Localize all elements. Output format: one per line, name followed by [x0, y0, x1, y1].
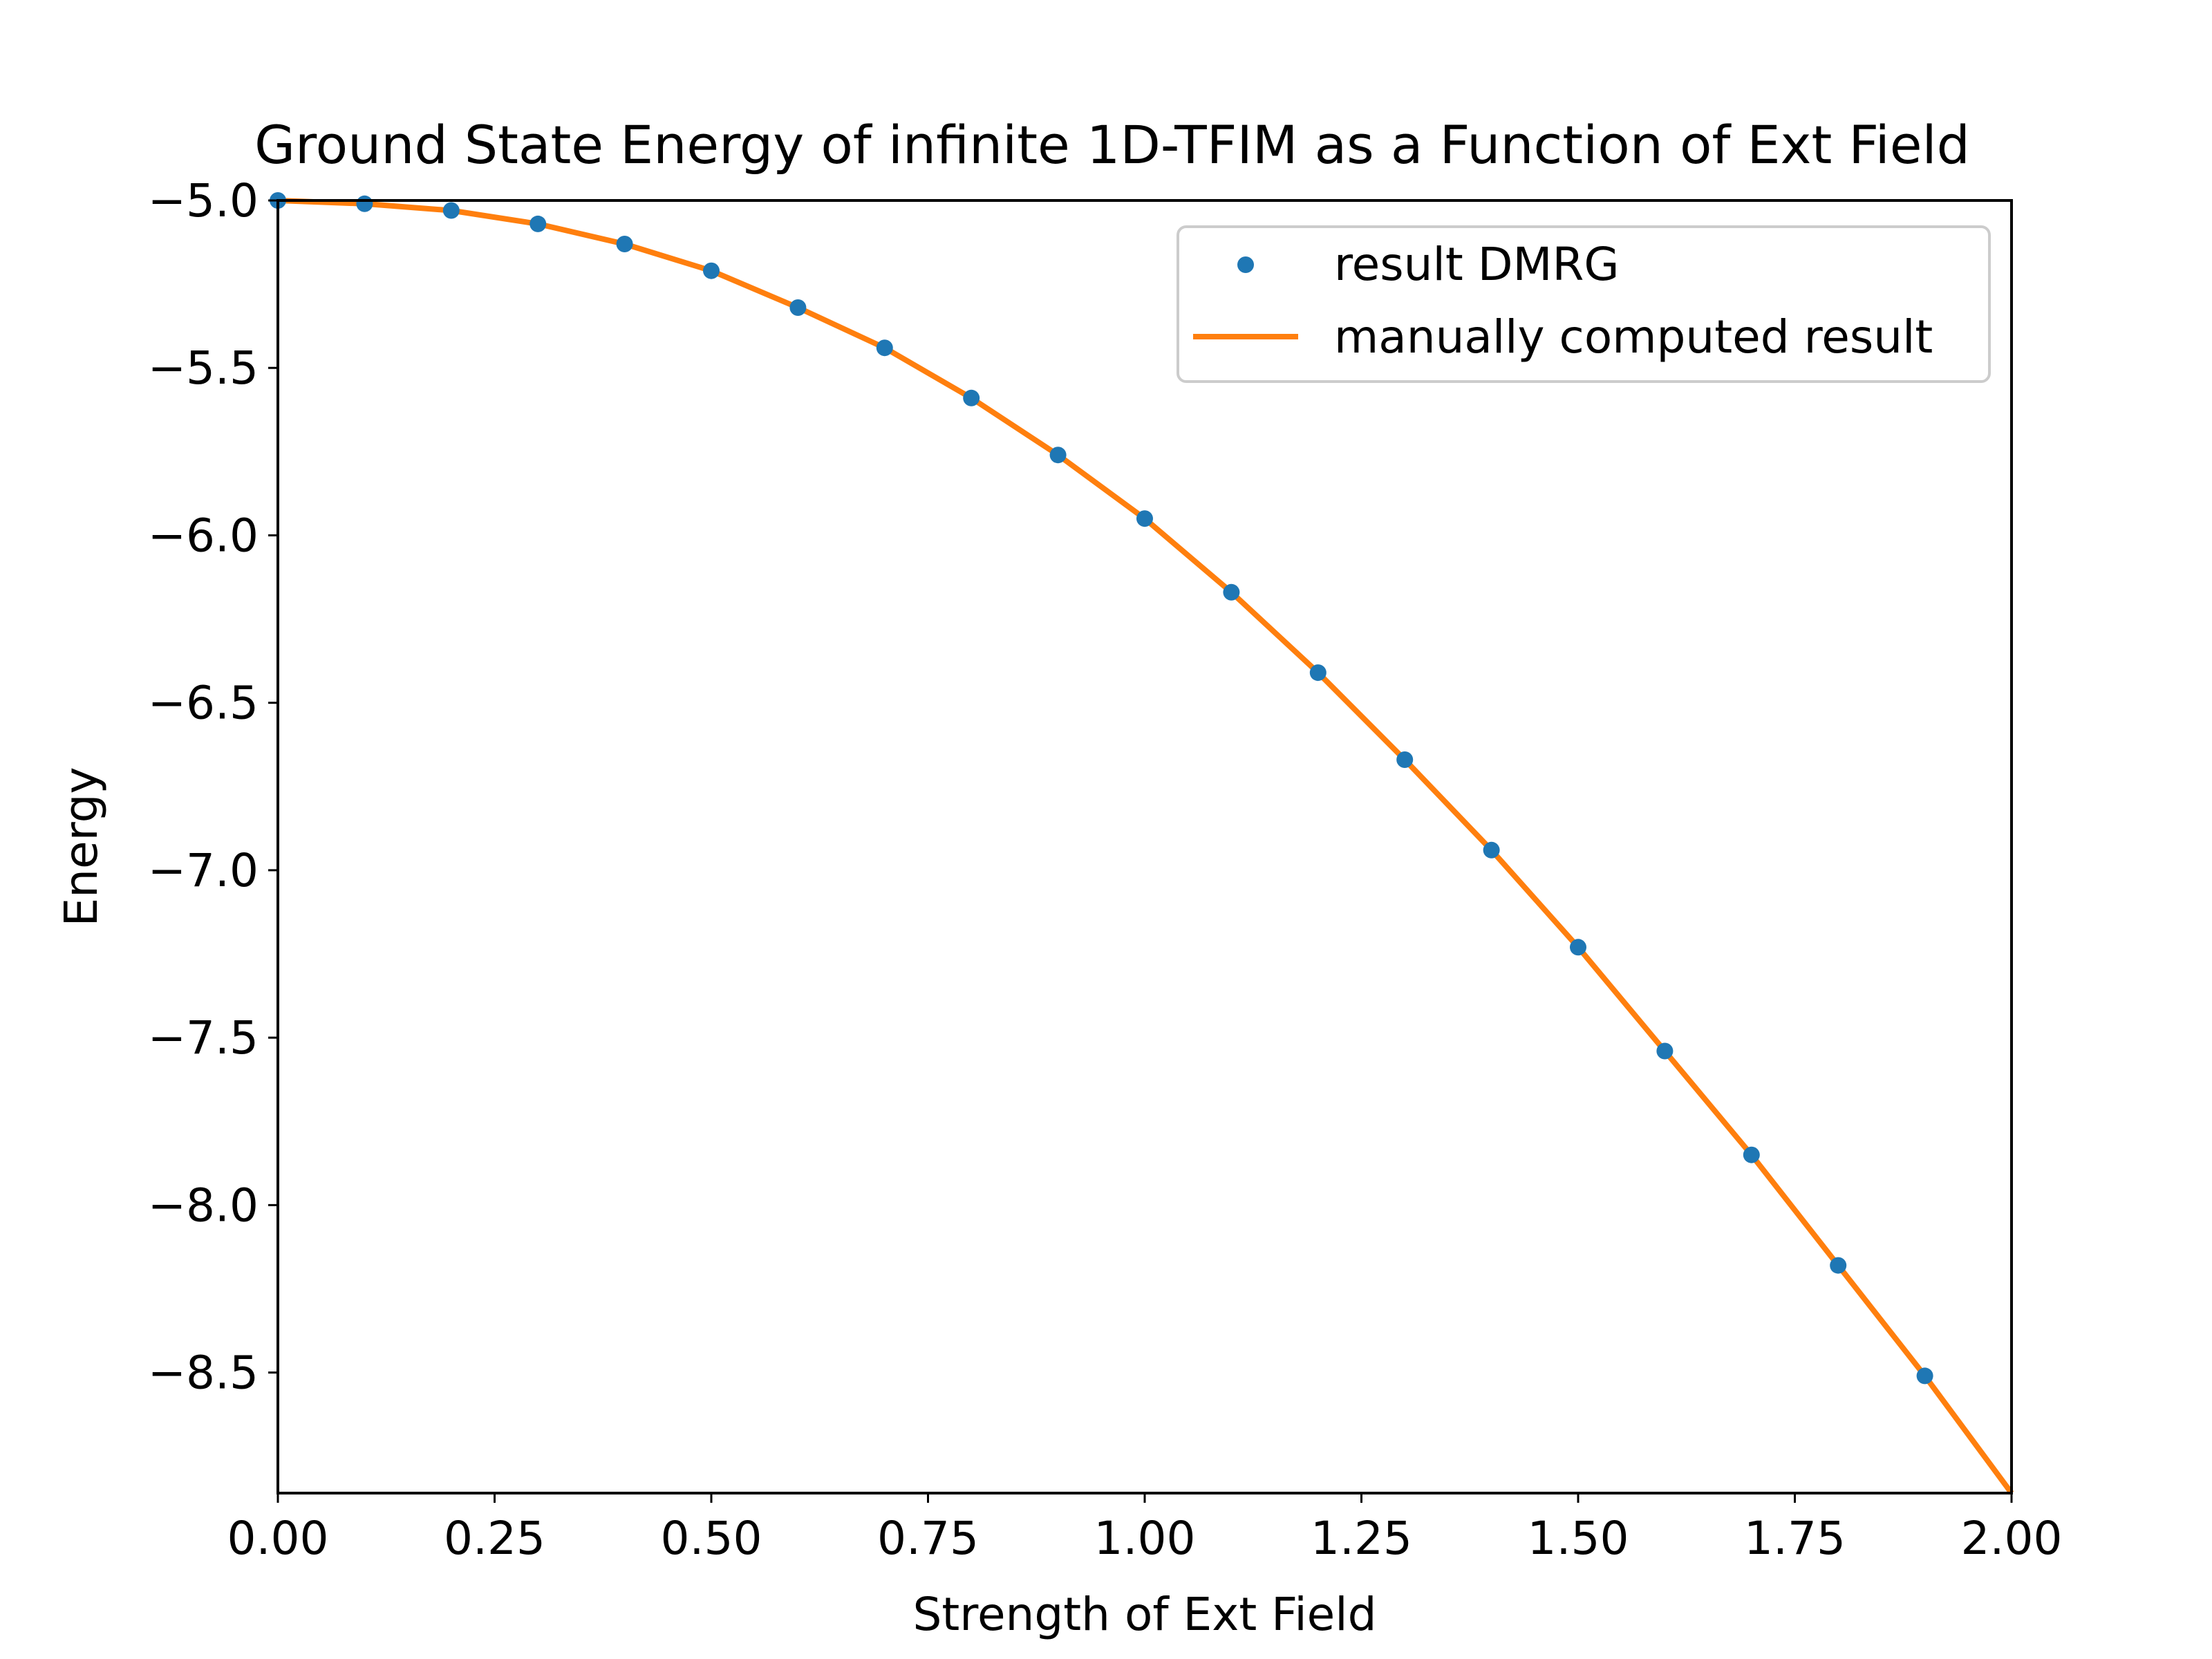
x-tick-label: 2.00	[1961, 1512, 2063, 1565]
data-point-dmrg	[1656, 1042, 1674, 1060]
x-tick-label: 0.50	[661, 1512, 762, 1565]
data-point-dmrg	[1743, 1146, 1760, 1163]
legend-label-dmrg: result DMRG	[1334, 238, 1619, 291]
data-point-dmrg	[616, 236, 633, 252]
y-tick-label: −5.0	[148, 174, 259, 227]
data-point-dmrg	[1136, 510, 1153, 527]
data-point-dmrg	[1916, 1367, 1933, 1385]
legend-marker-dmrg	[1237, 256, 1254, 273]
y-tick-label: −5.5	[148, 341, 259, 395]
data-point-dmrg	[1570, 939, 1586, 956]
data-point-dmrg	[1830, 1257, 1847, 1274]
data-point-dmrg	[876, 339, 893, 357]
data-point-dmrg	[789, 299, 807, 316]
data-point-dmrg	[529, 215, 547, 232]
data-point-dmrg	[1223, 583, 1240, 601]
data-point-dmrg	[356, 195, 373, 212]
x-axis-label: Strength of Ext Field	[912, 1588, 1376, 1641]
x-tick-label: 0.00	[227, 1512, 329, 1565]
y-tick-label: −6.0	[148, 509, 259, 562]
legend-box	[1177, 225, 1991, 383]
legend: result DMRG manually computed result	[1177, 225, 1991, 383]
data-point-dmrg	[1396, 751, 1414, 768]
y-axis-label: Energy	[55, 767, 108, 926]
data-point-dmrg	[703, 262, 720, 279]
legend-label-manual: manually computed result	[1334, 310, 1933, 364]
y-tick-label: −8.0	[148, 1179, 259, 1232]
chart-title: Ground State Energy of infinite 1D-TFIM …	[254, 114, 1970, 176]
x-tick-label: 0.25	[444, 1512, 545, 1565]
x-tick-label: 1.25	[1311, 1512, 1412, 1565]
data-point-dmrg	[442, 202, 460, 219]
plot-area	[270, 192, 2014, 1495]
x-tick-label: 1.75	[1744, 1512, 1846, 1565]
y-tick-label: −6.5	[148, 677, 259, 730]
x-tick-label: 1.50	[1528, 1512, 1629, 1565]
x-tick-label: 0.75	[877, 1512, 979, 1565]
axis-ticks: 0.00 0.25 0.50 0.75 1.00 1.25 1.50 1.75 2.00 −5.0…	[148, 174, 2063, 1565]
data-point-dmrg	[963, 389, 980, 406]
x-tick-label: 1.00	[1094, 1512, 1196, 1565]
data-point-dmrg	[1309, 664, 1327, 682]
data-point-dmrg	[1483, 841, 1500, 859]
y-tick-label: −7.5	[148, 1011, 259, 1065]
data-point-dmrg	[1049, 447, 1067, 464]
y-tick-label: −7.0	[148, 844, 259, 897]
y-tick-label: −8.5	[148, 1347, 259, 1400]
